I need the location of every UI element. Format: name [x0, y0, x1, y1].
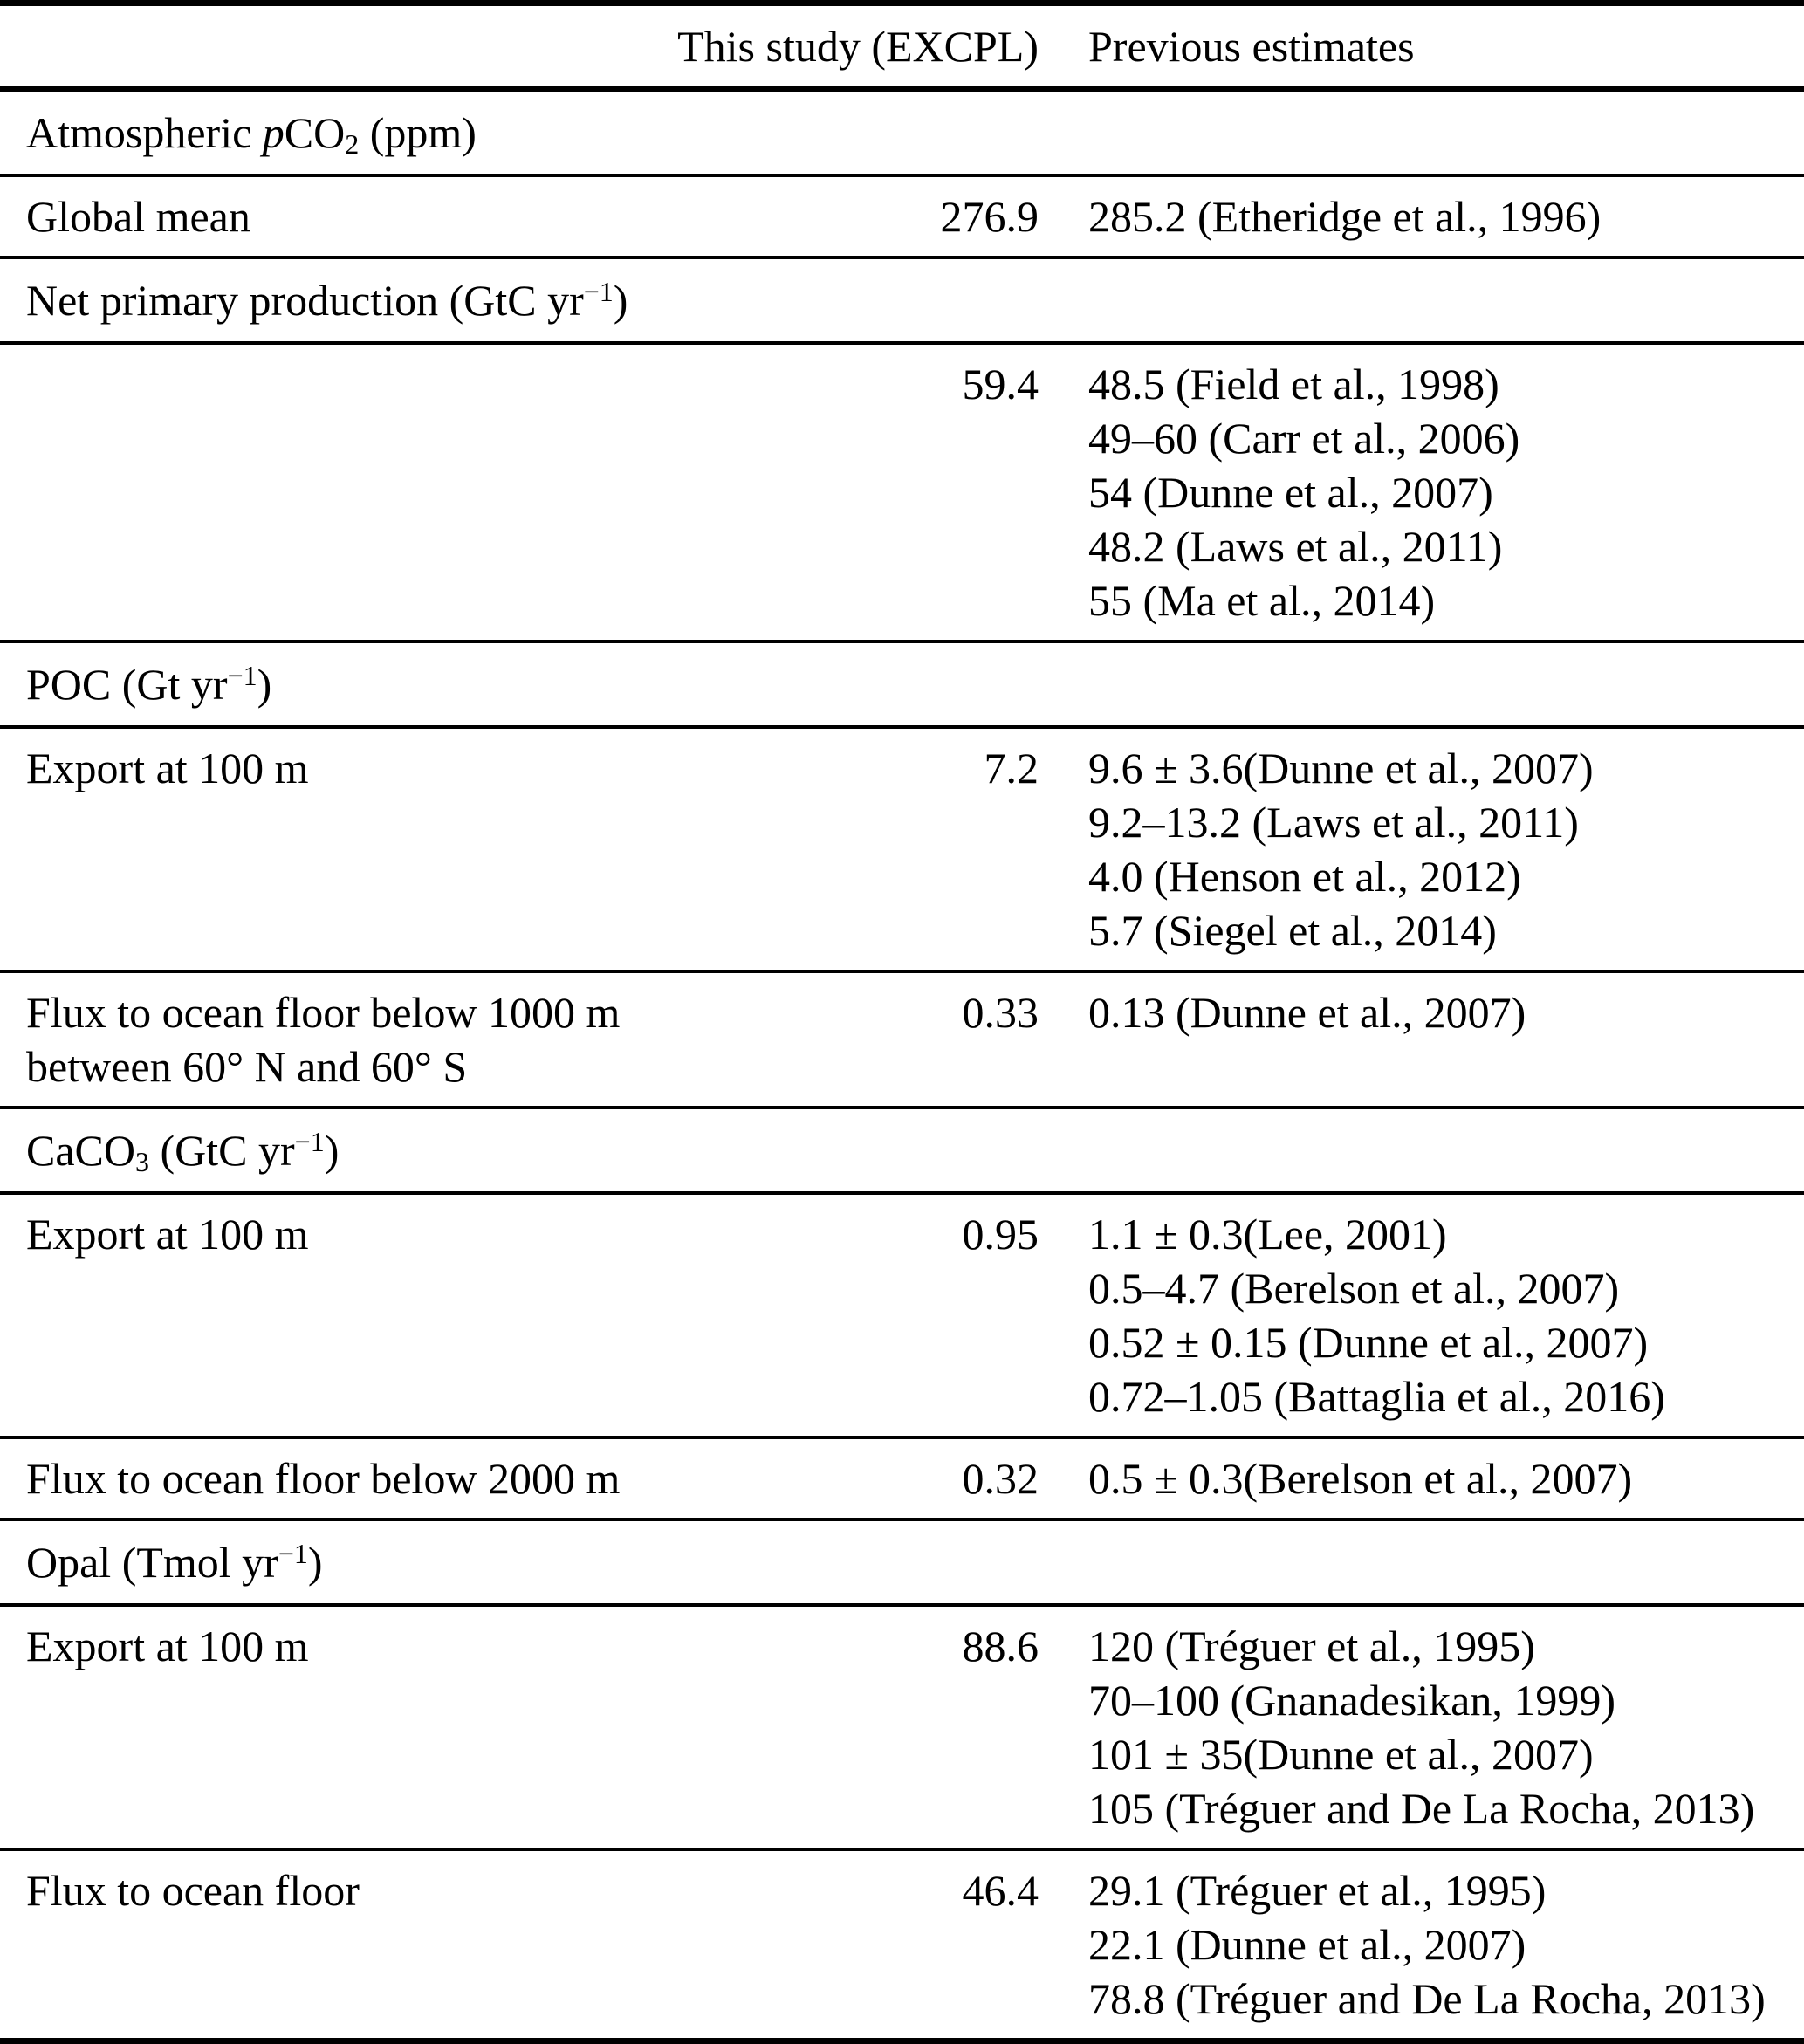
col-header-row-label — [0, 3, 628, 90]
previous-estimates-opal-flux-ocean-floor: 29.1 (Tréguer et al., 1995) 22.1 (Dunne e… — [1039, 1849, 1804, 2041]
previous-estimate-line: 9.6 ± 3.6(Dunne et al., 2007) — [1088, 744, 1594, 792]
text-segment: Global mean — [26, 192, 250, 241]
previous-estimate-line: 5.7 (Siegel et al., 2014) — [1088, 906, 1497, 955]
text-segment: Export at 100 m — [26, 1210, 309, 1259]
text-segment: Flux to ocean floor below 1000 m — [26, 988, 621, 1037]
table-body: Atmospheric pCO2 (ppm) Global mean 276.9 28… — [0, 89, 1804, 2041]
previous-estimate-line: 48.5 (Field et al., 1998) — [1088, 360, 1499, 408]
superscript-text-segment: −1 — [227, 660, 257, 691]
superscript-text-segment: −1 — [278, 1538, 308, 1569]
table-row-opal-export-100m: Export at 100 m 88.6 120 (Tréguer et al., … — [0, 1605, 1804, 1849]
section-title-net-primary-production: Net primary production (GtC yr−1) — [0, 257, 1804, 343]
subscript-text-segment: 3 — [135, 1146, 149, 1178]
previous-estimates-poc-export-100m: 9.6 ± 3.6(Dunne et al., 2007) 9.2–13.2 (L… — [1039, 727, 1804, 971]
this-study-value-opal-flux-ocean-floor: 46.4 — [962, 1866, 1039, 1915]
row-label-opal-flux-ocean-floor: Flux to ocean floor — [0, 1849, 628, 2041]
row-label-global-mean: Global mean — [0, 175, 628, 257]
table-row-caco3-flux-below-2000m: Flux to ocean floor below 2000 m 0.32 0.5 … — [0, 1437, 1804, 1519]
previous-estimate-line: 9.2–13.2 (Laws et al., 2011) — [1088, 798, 1579, 847]
section-title-caco3: CaCO3 (GtC yr−1) — [0, 1108, 1804, 1193]
previous-estimate-line: 0.72–1.05 (Battaglia et al., 2016) — [1088, 1372, 1665, 1421]
text-segment: Export at 100 m — [26, 1622, 309, 1670]
section-title-atmospheric-pco2: Atmospheric pCO2 (ppm) — [0, 89, 1804, 175]
text-segment: Opal (Tmol yr — [26, 1538, 278, 1587]
subscript-text-segment: 2 — [345, 128, 360, 161]
previous-estimate-line: 48.2 (Laws et al., 2011) — [1088, 522, 1503, 571]
table-row-global-mean: Global mean 276.9 285.2 (Etheridge et al.,… — [0, 175, 1804, 257]
section-header-row-opal: Opal (Tmol yr−1) — [0, 1519, 1804, 1605]
row-label-poc-export-100m: Export at 100 m — [0, 727, 628, 971]
text-segment: ) — [613, 276, 628, 325]
previous-estimate-line: 54 (Dunne et al., 2007) — [1088, 468, 1493, 517]
row-label-caco3-export-100m: Export at 100 m — [0, 1193, 628, 1437]
table-row-opal-flux-ocean-floor: Flux to ocean floor 46.4 29.1 (Tréguer et … — [0, 1849, 1804, 2041]
row-label-caco3-flux-below-2000m: Flux to ocean floor below 2000 m — [0, 1437, 628, 1519]
text-segment: CaCO — [26, 1126, 135, 1175]
section-header-row-atmospheric-pco2: Atmospheric pCO2 (ppm) — [0, 89, 1804, 175]
previous-estimate-line: 101 ± 35(Dunne et al., 2007) — [1088, 1730, 1594, 1779]
row-label-opal-export-100m: Export at 100 m — [0, 1605, 628, 1849]
row-label-npp-global — [0, 343, 628, 641]
superscript-text-segment: −1 — [583, 276, 614, 307]
text-segment: Flux to ocean floor below 2000 m — [26, 1454, 621, 1503]
text-segment: CO — [284, 108, 346, 157]
previous-estimate-line: 22.1 (Dunne et al., 2007) — [1088, 1920, 1526, 1969]
previous-estimates-caco3-flux-below-2000m: 0.5 ± 0.3(Berelson et al., 2007) — [1039, 1437, 1804, 1519]
previous-estimate-line: 285.2 (Etheridge et al., 1996) — [1088, 192, 1602, 241]
text-segment: ) — [324, 1126, 340, 1175]
italic-text-segment: p — [262, 108, 285, 157]
table-row-poc-flux-below-1000m: Flux to ocean floor below 1000 m between … — [0, 971, 1804, 1108]
text-segment: (GtC yr — [149, 1126, 295, 1175]
previous-estimate-line: 4.0 (Henson et al., 2012) — [1088, 852, 1521, 901]
this-study-value-poc-export-100m: 7.2 — [984, 744, 1039, 792]
text-segment: Flux to ocean floor — [26, 1866, 360, 1915]
previous-estimates-poc-flux-below-1000m: 0.13 (Dunne et al., 2007) — [1039, 971, 1804, 1108]
previous-estimates-global-mean: 285.2 (Etheridge et al., 1996) — [1039, 175, 1804, 257]
previous-estimates-npp-global: 48.5 (Field et al., 1998) 49–60 (Carr et … — [1039, 343, 1804, 641]
text-segment: POC (Gt yr — [26, 660, 228, 709]
text-segment: ) — [307, 1538, 323, 1587]
previous-estimates-opal-export-100m: 120 (Tréguer et al., 1995) 70–100 (Gnanad… — [1039, 1605, 1804, 1849]
this-study-value-global-mean: 276.9 — [940, 192, 1039, 241]
previous-estimate-line: 29.1 (Tréguer et al., 1995) — [1088, 1866, 1547, 1915]
previous-estimate-line: 55 (Ma et al., 2014) — [1088, 576, 1436, 625]
row-label-poc-flux-below-1000m: Flux to ocean floor below 1000 m between … — [0, 971, 628, 1108]
superscript-text-segment: −1 — [294, 1126, 325, 1157]
this-study-value-caco3-export-100m: 0.95 — [962, 1210, 1039, 1259]
previous-estimate-line: 105 (Tréguer and De La Rocha, 2013) — [1088, 1784, 1755, 1833]
previous-estimate-line: 78.8 (Tréguer and De La Rocha, 2013) — [1088, 1974, 1766, 2023]
this-study-value-caco3-flux-below-2000m: 0.32 — [962, 1454, 1039, 1503]
table-row-caco3-export-100m: Export at 100 m 0.95 1.1 ± 0.3(Lee, 2001) 0… — [0, 1193, 1804, 1437]
section-header-row-net-primary-production: Net primary production (GtC yr−1) — [0, 257, 1804, 343]
previous-estimates-caco3-export-100m: 1.1 ± 0.3(Lee, 2001) 0.5–4.7 (Berelson et… — [1039, 1193, 1804, 1437]
previous-estimate-line: 49–60 (Carr et al., 2006) — [1088, 414, 1520, 463]
text-segment: Atmospheric — [26, 108, 263, 157]
section-header-row-poc: POC (Gt yr−1) — [0, 641, 1804, 727]
section-header-row-caco3: CaCO3 (GtC yr−1) — [0, 1108, 1804, 1193]
text-segment: ) — [257, 660, 272, 709]
text-segment: between 60° N and 60° S — [26, 1042, 468, 1091]
previous-estimate-line: 0.13 (Dunne et al., 2007) — [1088, 988, 1526, 1037]
col-header-this-study: This study (EXCPL) — [677, 22, 1039, 71]
col-header-previous-estimates: Previous estimates — [1088, 22, 1415, 71]
table-row-npp-global: 59.4 48.5 (Field et al., 1998) 49–60 (Carr… — [0, 343, 1804, 641]
previous-estimate-line: 70–100 (Gnanadesikan, 1999) — [1088, 1676, 1616, 1725]
text-segment: (ppm) — [359, 108, 477, 157]
text-segment: Net primary production (GtC yr — [26, 276, 584, 325]
text-segment: Export at 100 m — [26, 744, 309, 792]
previous-estimate-line: 1.1 ± 0.3(Lee, 2001) — [1088, 1210, 1447, 1259]
section-title-poc: POC (Gt yr−1) — [0, 641, 1804, 727]
this-study-value-poc-flux-below-1000m: 0.33 — [962, 988, 1039, 1037]
this-study-value-opal-export-100m: 88.6 — [962, 1622, 1039, 1670]
table-header: This study (EXCPL) Previous estimates — [0, 3, 1804, 90]
previous-estimate-line: 120 (Tréguer et al., 1995) — [1088, 1622, 1535, 1670]
previous-estimate-line: 0.5–4.7 (Berelson et al., 2007) — [1088, 1264, 1620, 1313]
column-header-row: This study (EXCPL) Previous estimates — [0, 3, 1804, 90]
this-study-value-npp-global: 59.4 — [962, 360, 1039, 408]
previous-estimate-line: 0.52 ± 0.15 (Dunne et al., 2007) — [1088, 1318, 1649, 1367]
table-row-poc-export-100m: Export at 100 m 7.2 9.6 ± 3.6(Dunne et al.… — [0, 727, 1804, 971]
section-title-opal: Opal (Tmol yr−1) — [0, 1519, 1804, 1605]
previous-estimate-line: 0.5 ± 0.3(Berelson et al., 2007) — [1088, 1454, 1633, 1503]
